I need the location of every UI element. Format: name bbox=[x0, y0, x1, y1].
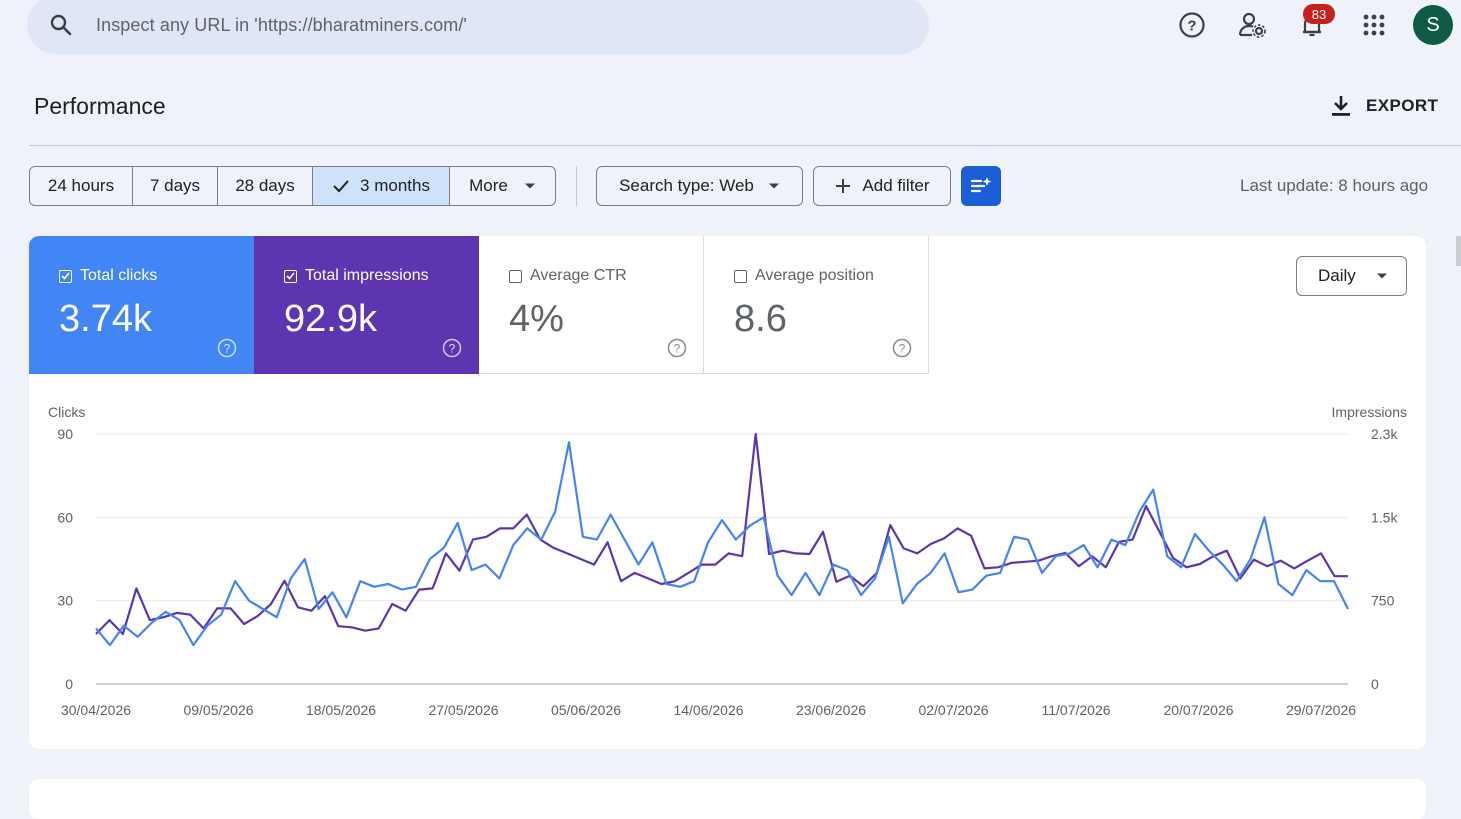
metric-label: Total impressions bbox=[305, 267, 429, 284]
account-avatar[interactable]: S bbox=[1413, 5, 1453, 45]
search-type-dropdown[interactable]: Search type: Web bbox=[596, 166, 803, 206]
help-icon[interactable]: ? bbox=[1176, 9, 1208, 41]
ai-filter-button[interactable] bbox=[961, 166, 1001, 206]
metric-value: 3.74k bbox=[59, 298, 152, 340]
range-28-days[interactable]: 28 days bbox=[218, 167, 313, 205]
metric-label: Average CTR bbox=[530, 267, 627, 284]
metric-value: 4% bbox=[509, 298, 564, 340]
export-button[interactable]: EXPORT bbox=[1330, 92, 1438, 120]
plus-icon bbox=[836, 179, 851, 193]
granularity-dropdown[interactable]: Daily bbox=[1296, 256, 1407, 296]
date-range-selector: 24 hours 7 days 28 days 3 months More bbox=[29, 166, 556, 206]
svg-text:?: ? bbox=[224, 342, 231, 356]
search-type-label: Search type: Web bbox=[619, 176, 754, 195]
export-label: EXPORT bbox=[1366, 96, 1439, 115]
range-more-label: More bbox=[469, 176, 508, 195]
checkbox-checked-icon[interactable] bbox=[284, 269, 297, 283]
sparkle-filter-icon bbox=[970, 177, 992, 193]
series-line-impressions bbox=[95, 432, 1348, 636]
x-tick-label: 14/06/2026 bbox=[673, 702, 743, 718]
apps-grid-icon[interactable] bbox=[1358, 9, 1390, 41]
performance-chart-card: Total clicks 3.74k ? Total impressions 9… bbox=[29, 236, 1426, 749]
y-right-tick-label: 0 bbox=[1371, 676, 1379, 692]
search-icon bbox=[50, 14, 72, 36]
x-tick-label: 30/04/2026 bbox=[61, 702, 131, 718]
checkbox-checked-icon[interactable] bbox=[59, 269, 72, 283]
y-left-tick-label: 90 bbox=[57, 426, 73, 442]
help-circle-icon[interactable]: ? bbox=[667, 338, 687, 358]
notification-count-badge: 83 bbox=[1303, 4, 1335, 24]
range-24-hours[interactable]: 24 hours bbox=[30, 167, 133, 205]
url-inspection-search[interactable]: Inspect any URL in 'https://bharatminers… bbox=[27, 0, 929, 54]
scrollbar-thumb[interactable] bbox=[1456, 236, 1461, 266]
y-left-tick-label: 60 bbox=[57, 509, 73, 525]
performance-line-chart: 90 2.3k 60 1.5k 30 750 0 0 Clicks Impressions 30/0… bbox=[48, 404, 1407, 718]
queries-table-card bbox=[29, 779, 1426, 819]
series-line-clicks bbox=[95, 441, 1349, 647]
caret-down-icon bbox=[1377, 273, 1387, 279]
metric-label: Total clicks bbox=[80, 267, 158, 284]
svg-text:?: ? bbox=[899, 342, 906, 356]
caret-down-icon bbox=[524, 183, 535, 189]
svg-text:?: ? bbox=[1187, 18, 1196, 35]
help-circle-icon[interactable]: ? bbox=[217, 338, 237, 358]
x-tick-label: 18/05/2026 bbox=[306, 702, 376, 718]
metric-total-impressions[interactable]: Total impressions 92.9k ? bbox=[254, 236, 479, 374]
range-more-dropdown[interactable]: More bbox=[450, 167, 555, 205]
metric-average-position[interactable]: Average position 8.6 ? bbox=[704, 236, 929, 374]
x-tick-label: 11/07/2026 bbox=[1041, 702, 1110, 718]
add-filter-button[interactable]: Add filter bbox=[813, 166, 951, 206]
metric-value: 92.9k bbox=[284, 298, 377, 340]
metric-value: 8.6 bbox=[734, 298, 787, 340]
y-left-tick-label: 30 bbox=[57, 593, 73, 609]
y-left-tick-label: 0 bbox=[65, 676, 73, 692]
x-tick-label: 02/07/2026 bbox=[918, 702, 988, 718]
x-tick-label: 09/05/2026 bbox=[183, 702, 253, 718]
checkbox-unchecked-icon[interactable] bbox=[509, 269, 522, 283]
range-7-days[interactable]: 7 days bbox=[133, 167, 218, 205]
help-circle-icon[interactable]: ? bbox=[442, 338, 462, 358]
x-tick-label: 23/06/2026 bbox=[796, 702, 866, 718]
caret-down-icon bbox=[768, 183, 779, 189]
x-tick-label: 20/07/2026 bbox=[1163, 702, 1233, 718]
search-input-placeholder[interactable]: Inspect any URL in 'https://bharatminers… bbox=[96, 14, 467, 35]
last-update-text: Last update: 8 hours ago bbox=[1240, 176, 1429, 195]
granularity-label: Daily bbox=[1318, 266, 1356, 285]
svg-text:?: ? bbox=[449, 342, 456, 356]
metric-average-ctr[interactable]: Average CTR 4% ? bbox=[479, 236, 704, 374]
range-3-months[interactable]: 3 months bbox=[313, 167, 450, 205]
y-left-axis-title: Clicks bbox=[48, 404, 85, 420]
add-filter-label: Add filter bbox=[862, 176, 930, 195]
x-tick-label: 27/05/2026 bbox=[428, 702, 498, 718]
svg-text:?: ? bbox=[674, 342, 681, 356]
metric-label: Average position bbox=[755, 267, 874, 284]
y-right-tick-label: 2.3k bbox=[1371, 426, 1398, 442]
y-right-tick-label: 750 bbox=[1371, 593, 1395, 609]
checkmark-icon bbox=[333, 180, 349, 193]
header-divider bbox=[29, 145, 1461, 146]
download-icon bbox=[1332, 96, 1350, 116]
range-3-months-label: 3 months bbox=[360, 176, 430, 195]
metric-total-clicks[interactable]: Total clicks 3.74k ? bbox=[29, 236, 254, 374]
page-title: Performance bbox=[34, 93, 166, 119]
checkbox-unchecked-icon[interactable] bbox=[734, 269, 747, 283]
manage-users-icon[interactable] bbox=[1236, 9, 1268, 41]
toolbar-separator bbox=[576, 166, 577, 206]
help-circle-icon[interactable]: ? bbox=[892, 338, 912, 358]
y-right-axis-title: Impressions bbox=[1332, 404, 1407, 420]
x-tick-label: 29/07/2026 bbox=[1286, 702, 1356, 718]
x-tick-label: 05/06/2026 bbox=[551, 702, 621, 718]
y-right-tick-label: 1.5k bbox=[1371, 509, 1398, 525]
